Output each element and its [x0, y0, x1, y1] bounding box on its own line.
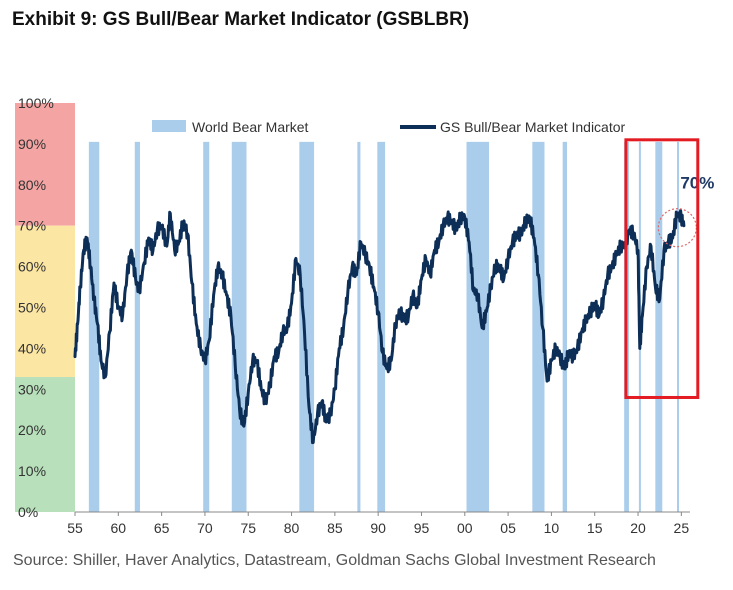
legend-label-line: GS Bull/Bear Market Indicator [440, 119, 626, 135]
zone-red [15, 103, 75, 226]
bear-band-8 [532, 141, 545, 513]
bear-band-9 [562, 141, 567, 513]
chart-title: Exhibit 9: GS Bull/Bear Market Indicator… [12, 9, 470, 30]
legend: World Bear Market GS Bull/Bear Market Ind… [152, 119, 626, 135]
zone-green [15, 377, 75, 512]
x-tick-label: 10 [544, 520, 560, 536]
bear-band-1 [134, 141, 140, 513]
x-tick-label: 25 [674, 520, 690, 536]
y-tick-label: 60% [18, 259, 46, 275]
bear-band-6 [377, 141, 386, 513]
bear-band-13 [677, 141, 680, 513]
x-tick-label: 85 [327, 520, 343, 536]
y-tick-label: 30% [18, 381, 46, 397]
x-axis-ticks: 55 60 65 70 75 80 85 90 95 00 05 10 15 20 25 [67, 511, 690, 536]
bear-band-5 [357, 141, 361, 513]
zone-yellow [15, 225, 75, 378]
x-tick-label: 80 [284, 520, 300, 536]
y-tick-label: 90% [18, 136, 46, 152]
x-tick-label: 75 [240, 520, 256, 536]
y-tick-label: 40% [18, 340, 46, 356]
bear-market-bands [88, 141, 680, 513]
x-tick-label: 00 [457, 520, 473, 536]
background-zones [15, 103, 75, 512]
legend-swatch-bear [152, 120, 186, 132]
x-tick-label: 05 [500, 520, 516, 536]
bear-band-4 [299, 141, 315, 513]
highlight-box [624, 138, 700, 399]
source-note: Source: Shiller, Haver Analytics, Datast… [13, 552, 656, 569]
y-tick-label: 100% [18, 95, 54, 111]
x-tick-label: 20 [630, 520, 646, 536]
y-tick-label: 10% [18, 463, 46, 479]
x-tick-label: 70 [197, 520, 213, 536]
bear-band-2 [203, 141, 210, 513]
x-tick-label: 55 [67, 520, 83, 536]
bear-band-0 [88, 141, 100, 513]
legend-label-bear: World Bear Market [192, 119, 309, 135]
x-tick-label: 15 [587, 520, 603, 536]
y-tick-label: 0% [18, 504, 38, 520]
x-tick-label: 90 [370, 520, 386, 536]
x-tick-label: 65 [154, 520, 170, 536]
bear-band-12 [655, 141, 663, 513]
x-tick-label: 60 [111, 520, 127, 536]
series-line-gs-indicator [73, 209, 686, 445]
bear-band-3 [231, 141, 247, 513]
bear-band-7 [466, 141, 490, 513]
annotations: 70% [657, 174, 714, 248]
y-tick-label: 80% [18, 177, 46, 193]
y-tick-label: 70% [18, 218, 46, 234]
y-tick-label: 20% [18, 422, 46, 438]
x-tick-label: 95 [414, 520, 430, 536]
y-axis-ticks: 0% 10% 20% 30% 40% 50% 60% 70% 80% 90% 100% [18, 95, 54, 520]
y-tick-label: 50% [18, 300, 46, 316]
